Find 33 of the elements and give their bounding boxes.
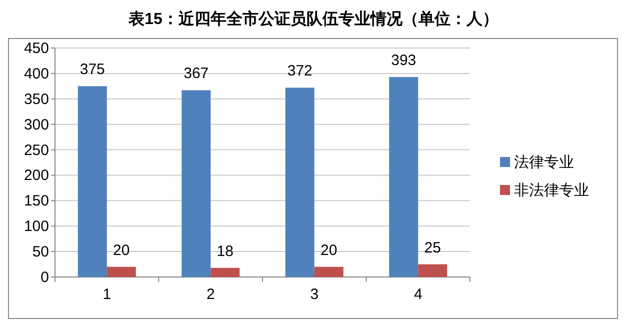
data-label: 25 [424, 239, 441, 256]
x-tick-label: 2 [206, 286, 215, 303]
data-label: 20 [113, 242, 130, 259]
bar [106, 266, 136, 277]
data-label: 372 [287, 62, 312, 80]
x-tick-label: 3 [310, 286, 319, 303]
y-tick-label: 0 [40, 269, 49, 286]
bar [285, 88, 314, 277]
y-tick-label: 150 [24, 192, 49, 210]
data-label: 20 [320, 242, 338, 259]
bar [210, 268, 240, 277]
x-tick-label: 1 [102, 286, 112, 303]
y-tick-label: 300 [24, 116, 49, 134]
y-tick-label: 200 [24, 167, 49, 184]
x-tick-label: 4 [414, 286, 422, 303]
bar [418, 264, 448, 277]
y-tick-label: 250 [24, 142, 49, 159]
y-tick-label: 450 [24, 40, 49, 57]
data-label: 375 [80, 61, 105, 78]
data-label: 18 [216, 242, 234, 260]
bar [389, 77, 418, 277]
data-label: 367 [184, 65, 209, 82]
bar [78, 86, 107, 277]
data-label: 393 [391, 52, 416, 70]
chart-title: 表15：近四年全市公证员队伍专业情况（单位：人） [128, 10, 498, 28]
legend-label: 法律专业 [514, 154, 574, 171]
y-tick-label: 350 [24, 90, 49, 108]
y-tick-label: 400 [24, 65, 49, 82]
bar [314, 266, 344, 277]
legend-label: 非法律专业 [514, 182, 589, 199]
bar [182, 90, 211, 277]
y-tick-label: 100 [24, 218, 49, 236]
y-tick-label: 50 [32, 244, 49, 261]
